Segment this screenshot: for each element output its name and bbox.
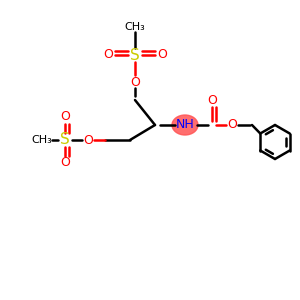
Text: O: O <box>130 76 140 88</box>
Text: O: O <box>207 94 217 106</box>
Text: O: O <box>227 118 237 131</box>
Text: CH₃: CH₃ <box>124 22 146 32</box>
Text: O: O <box>157 49 167 62</box>
Text: CH₃: CH₃ <box>32 135 52 145</box>
Text: O: O <box>60 157 70 169</box>
Text: O: O <box>60 110 70 124</box>
Text: S: S <box>130 47 140 62</box>
Text: NH: NH <box>176 118 194 131</box>
Text: O: O <box>83 134 93 146</box>
Ellipse shape <box>172 115 198 135</box>
Text: O: O <box>103 49 113 62</box>
Text: S: S <box>60 133 70 148</box>
